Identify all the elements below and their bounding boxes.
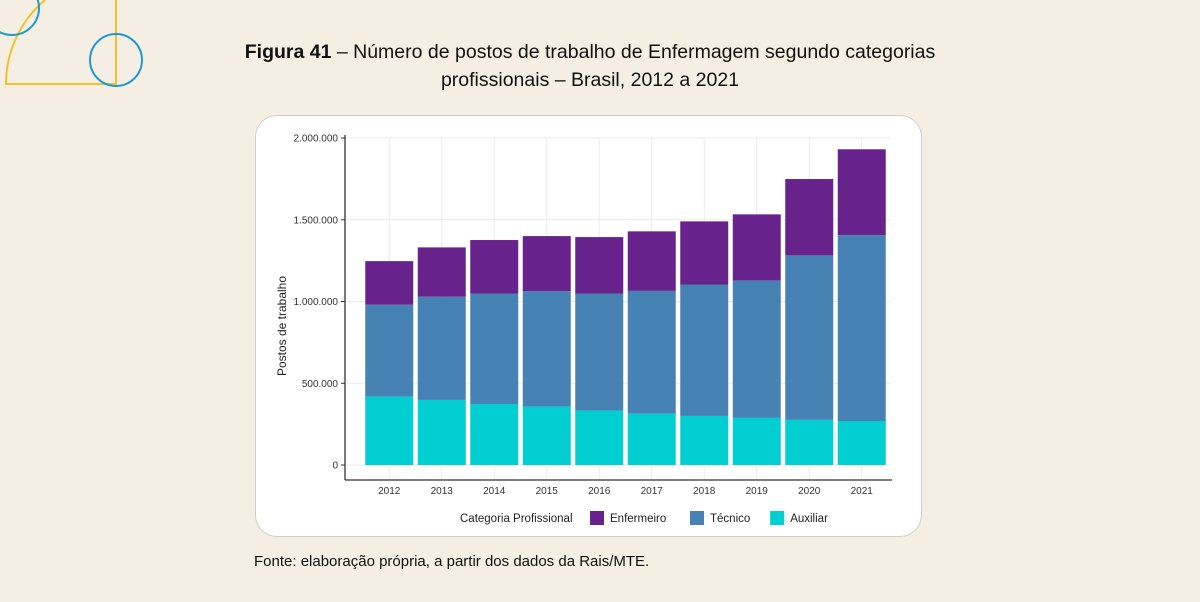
bar-auxiliar-2018 [680, 415, 729, 465]
y-tick-label: 1.000.000 [294, 297, 339, 308]
bar-tecnico-2019 [732, 280, 781, 418]
x-tick-label: 2019 [746, 486, 769, 497]
bar-auxiliar-2012 [365, 396, 414, 465]
bar-enfermeiro-2014 [470, 240, 519, 294]
x-tick-label: 2021 [851, 486, 874, 497]
bar-enfermeiro-2019 [732, 214, 781, 281]
bar-tecnico-2016 [575, 293, 624, 411]
figure-source: Fonte: elaboração própria, a partir dos … [254, 553, 650, 570]
bar-tecnico-2012 [365, 304, 414, 397]
chart-card: 0 500.000 1.000.000 1.500.000 2.000.000 2012 2… [255, 115, 922, 537]
x-tick-label: 2020 [798, 486, 821, 497]
blue-circle-top-left-shape [0, 0, 40, 36]
figure-title: Figura 41 – Número de postos de trabalho… [190, 38, 990, 94]
y-tick-label: 0 [332, 461, 338, 472]
bars [365, 149, 886, 465]
bar-tecnico-2017 [627, 290, 676, 414]
bar-auxiliar-2016 [575, 410, 624, 465]
legend-label: Enfermeiro [610, 513, 666, 525]
y-tick-label: 1.500.000 [294, 215, 339, 226]
axes: 0 500.000 1.000.000 1.500.000 2.000.000 2012 2… [294, 134, 892, 497]
bar-auxiliar-2014 [470, 404, 519, 465]
bar-enfermeiro-2017 [627, 231, 676, 291]
bar-auxiliar-2019 [732, 417, 781, 465]
bar-auxiliar-2013 [417, 399, 466, 465]
yellow-quarter-circle-shape [4, 0, 117, 85]
figure-label: Figura 41 [244, 41, 332, 63]
bar-auxiliar-2017 [627, 413, 676, 465]
decorative-shapes [0, 0, 143, 87]
bar-tecnico-2018 [680, 284, 729, 416]
legend-swatch [690, 511, 704, 525]
figure-title-text: – Número de postos de trabalho de Enferm… [331, 41, 936, 63]
x-tick-label: 2015 [536, 486, 559, 497]
legend-label: Auxiliar [790, 513, 828, 525]
stacked-bar-chart: 0 500.000 1.000.000 1.500.000 2.000.000 2012 2… [275, 134, 892, 525]
bar-tecnico-2014 [470, 293, 519, 405]
legend-title: Categoria Profissional [460, 513, 573, 525]
bar-tecnico-2020 [785, 255, 834, 420]
bar-tecnico-2021 [837, 235, 886, 422]
bar-tecnico-2013 [417, 296, 466, 400]
bar-enfermeiro-2020 [785, 179, 834, 256]
bar-enfermeiro-2015 [522, 236, 571, 292]
x-tick-label: 2018 [693, 486, 716, 497]
legend-label: Técnico [710, 513, 750, 525]
bar-auxiliar-2015 [522, 406, 571, 465]
bar-enfermeiro-2016 [575, 237, 624, 294]
blue-circle-shape [89, 33, 143, 87]
legend-swatch [770, 511, 785, 525]
y-tick-label: 2.000.000 [294, 134, 339, 145]
bar-enfermeiro-2012 [365, 261, 414, 305]
legend: Categoria Profissional Enfermeiro Técnico A… [460, 511, 828, 525]
legend-swatch [590, 511, 604, 525]
bar-auxiliar-2020 [785, 419, 834, 465]
y-tick-label: 500.000 [302, 379, 339, 390]
x-tick-label: 2014 [483, 486, 506, 497]
bar-auxiliar-2021 [837, 421, 886, 465]
figure-title-line2: profissionais – Brasil, 2012 a 2021 [440, 69, 740, 91]
bar-enfermeiro-2021 [837, 149, 886, 236]
x-tick-label: 2017 [641, 486, 664, 497]
bar-enfermeiro-2018 [680, 221, 729, 285]
bar-tecnico-2015 [522, 291, 571, 407]
bar-enfermeiro-2013 [417, 247, 466, 297]
x-tick-label: 2012 [378, 486, 401, 497]
y-axis-label: Postos de trabalho [275, 276, 289, 376]
x-tick-label: 2013 [431, 486, 454, 497]
x-tick-label: 2016 [588, 486, 611, 497]
